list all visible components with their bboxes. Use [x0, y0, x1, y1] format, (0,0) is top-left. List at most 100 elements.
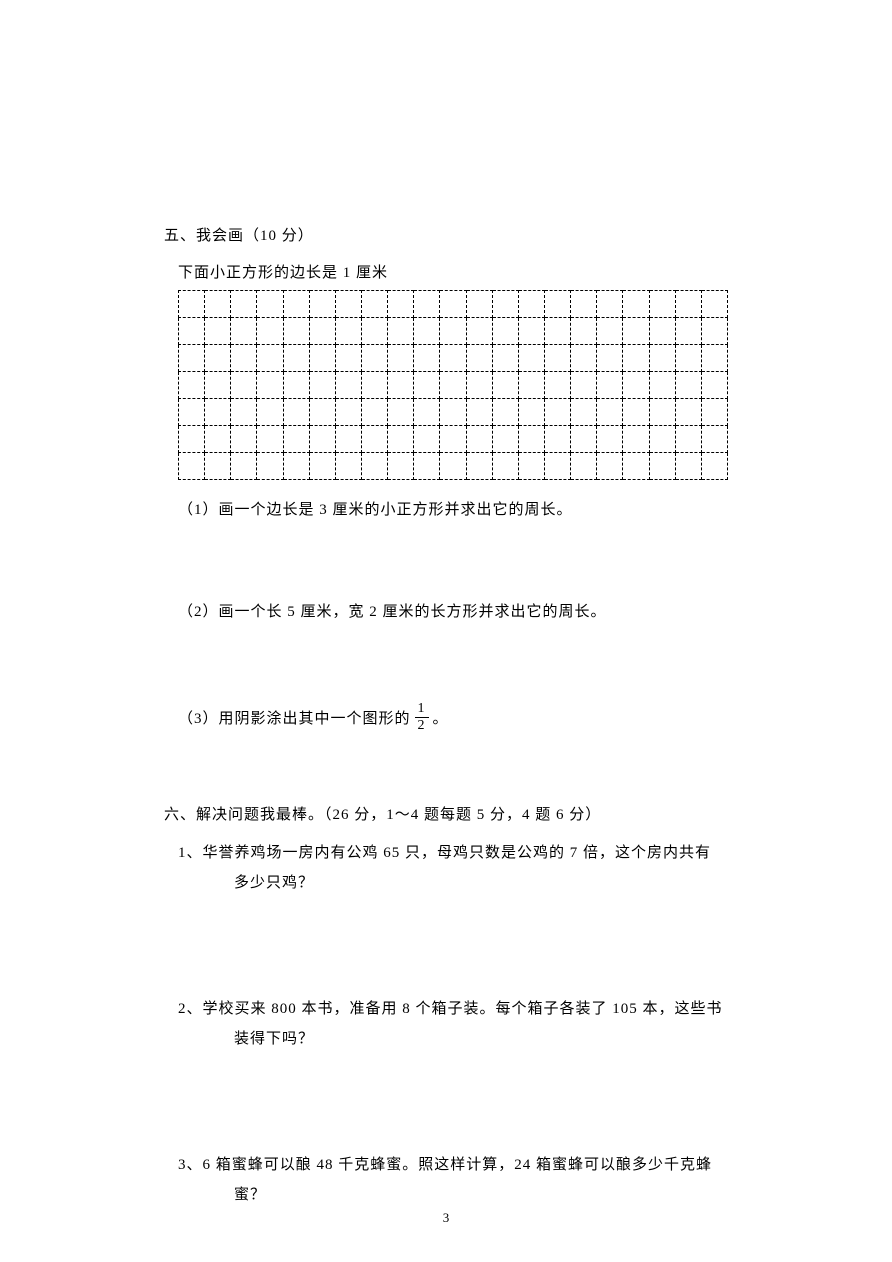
section6-p3: 3、6 箱蜜蜂可以酿 48 千克蜂蜜。照这样计算，24 箱蜜蜂可以酿多少千克蜂 …	[178, 1150, 728, 1210]
grid-cell	[283, 453, 309, 480]
grid-cell	[335, 372, 361, 399]
grid-cell	[309, 453, 335, 480]
grid-cell	[335, 426, 361, 453]
section6-p2: 2、学校买来 800 本书，准备用 8 个箱子装。每个箱子各装了 105 本，这…	[178, 994, 728, 1054]
grid-cell	[440, 318, 466, 345]
fraction-half: 1 2	[415, 702, 429, 733]
grid-cell	[388, 345, 414, 372]
grid-cell	[388, 426, 414, 453]
grid-cell	[571, 372, 597, 399]
grid-cell	[414, 453, 440, 480]
grid-cell	[544, 372, 570, 399]
grid-cell	[466, 372, 492, 399]
grid-cell	[597, 345, 623, 372]
q3-prefix: （3）用阴影涂出其中一个图形的	[178, 707, 411, 728]
grid-cell	[466, 426, 492, 453]
grid-cell	[361, 453, 387, 480]
grid-cell	[597, 372, 623, 399]
grid-cell	[701, 345, 727, 372]
grid-cell	[361, 318, 387, 345]
grid-cell	[205, 453, 231, 480]
section5-subtitle: 下面小正方形的边长是 1 厘米	[178, 261, 728, 282]
grid-cell	[544, 426, 570, 453]
p3-line1: 3、6 箱蜜蜂可以酿 48 千克蜂蜜。照这样计算，24 箱蜜蜂可以酿多少千克蜂	[178, 1150, 728, 1180]
grid-cell	[283, 345, 309, 372]
grid-cell	[701, 372, 727, 399]
grid-cell	[414, 399, 440, 426]
p1-line1: 1、华誉养鸡场一房内有公鸡 65 只，母鸡只数是公鸡的 7 倍，这个房内共有	[178, 838, 728, 868]
grid-cell	[179, 372, 205, 399]
grid-cell	[414, 318, 440, 345]
grid-cell	[283, 291, 309, 318]
grid-cell	[231, 291, 257, 318]
grid-cell	[623, 291, 649, 318]
grid-cell	[257, 345, 283, 372]
grid-cell	[675, 318, 701, 345]
section5-q1: （1）画一个边长是 3 厘米的小正方形并求出它的周长。	[178, 498, 728, 522]
grid-cell	[388, 399, 414, 426]
grid-cell	[597, 399, 623, 426]
grid-cell	[597, 318, 623, 345]
grid-cell	[649, 453, 675, 480]
fraction-numerator: 1	[415, 702, 429, 718]
grid-cell	[649, 318, 675, 345]
grid-cell	[649, 345, 675, 372]
grid-cell	[231, 453, 257, 480]
grid-cell	[361, 291, 387, 318]
grid-cell	[440, 453, 466, 480]
grid-cell	[544, 399, 570, 426]
grid-cell	[571, 318, 597, 345]
grid-cell	[205, 372, 231, 399]
grid-cell	[309, 426, 335, 453]
grid-cell	[283, 318, 309, 345]
section6-title: 六、解决问题我最棒。（26 分，1～4 题每题 5 分，4 题 6 分）	[164, 803, 728, 824]
grid-cell	[623, 426, 649, 453]
grid-cell	[205, 291, 231, 318]
grid-cell	[257, 426, 283, 453]
grid-cell	[492, 426, 518, 453]
grid-cell	[518, 345, 544, 372]
grid-cell	[335, 318, 361, 345]
grid-cell	[466, 399, 492, 426]
grid-cell	[544, 291, 570, 318]
grid-cell	[179, 426, 205, 453]
grid-cell	[205, 426, 231, 453]
grid-cell	[701, 453, 727, 480]
grid-cell	[544, 345, 570, 372]
grid-cell	[335, 399, 361, 426]
grid-cell	[675, 372, 701, 399]
grid-cell	[179, 345, 205, 372]
grid-cell	[466, 291, 492, 318]
grid-cell	[597, 426, 623, 453]
grid-cell	[231, 399, 257, 426]
p3-line2: 蜜？	[234, 1180, 728, 1210]
section6-p1: 1、华誉养鸡场一房内有公鸡 65 只，母鸡只数是公鸡的 7 倍，这个房内共有 多…	[178, 838, 728, 898]
section5-title: 五、我会画（10 分）	[164, 224, 728, 245]
grid-cell	[388, 453, 414, 480]
grid-cell	[701, 318, 727, 345]
grid-cell	[205, 345, 231, 372]
grid-cell	[649, 426, 675, 453]
p1-line2: 多少只鸡？	[234, 868, 728, 898]
grid-cell	[257, 372, 283, 399]
grid-cell	[701, 291, 727, 318]
grid-cell	[544, 453, 570, 480]
grid-cell	[492, 345, 518, 372]
grid-cell	[179, 291, 205, 318]
grid-cell	[231, 345, 257, 372]
grid-cell	[414, 291, 440, 318]
q3-suffix: 。	[433, 707, 449, 728]
grid-cell	[257, 318, 283, 345]
grid-cell	[335, 291, 361, 318]
grid-cell	[675, 291, 701, 318]
grid-cell	[309, 372, 335, 399]
grid-cell	[623, 318, 649, 345]
grid-cell	[675, 426, 701, 453]
grid-cell	[675, 453, 701, 480]
grid-cell	[492, 453, 518, 480]
grid-cell	[623, 345, 649, 372]
grid-cell	[335, 453, 361, 480]
grid-cell	[179, 318, 205, 345]
grid-cell	[544, 318, 570, 345]
grid-cell	[597, 453, 623, 480]
